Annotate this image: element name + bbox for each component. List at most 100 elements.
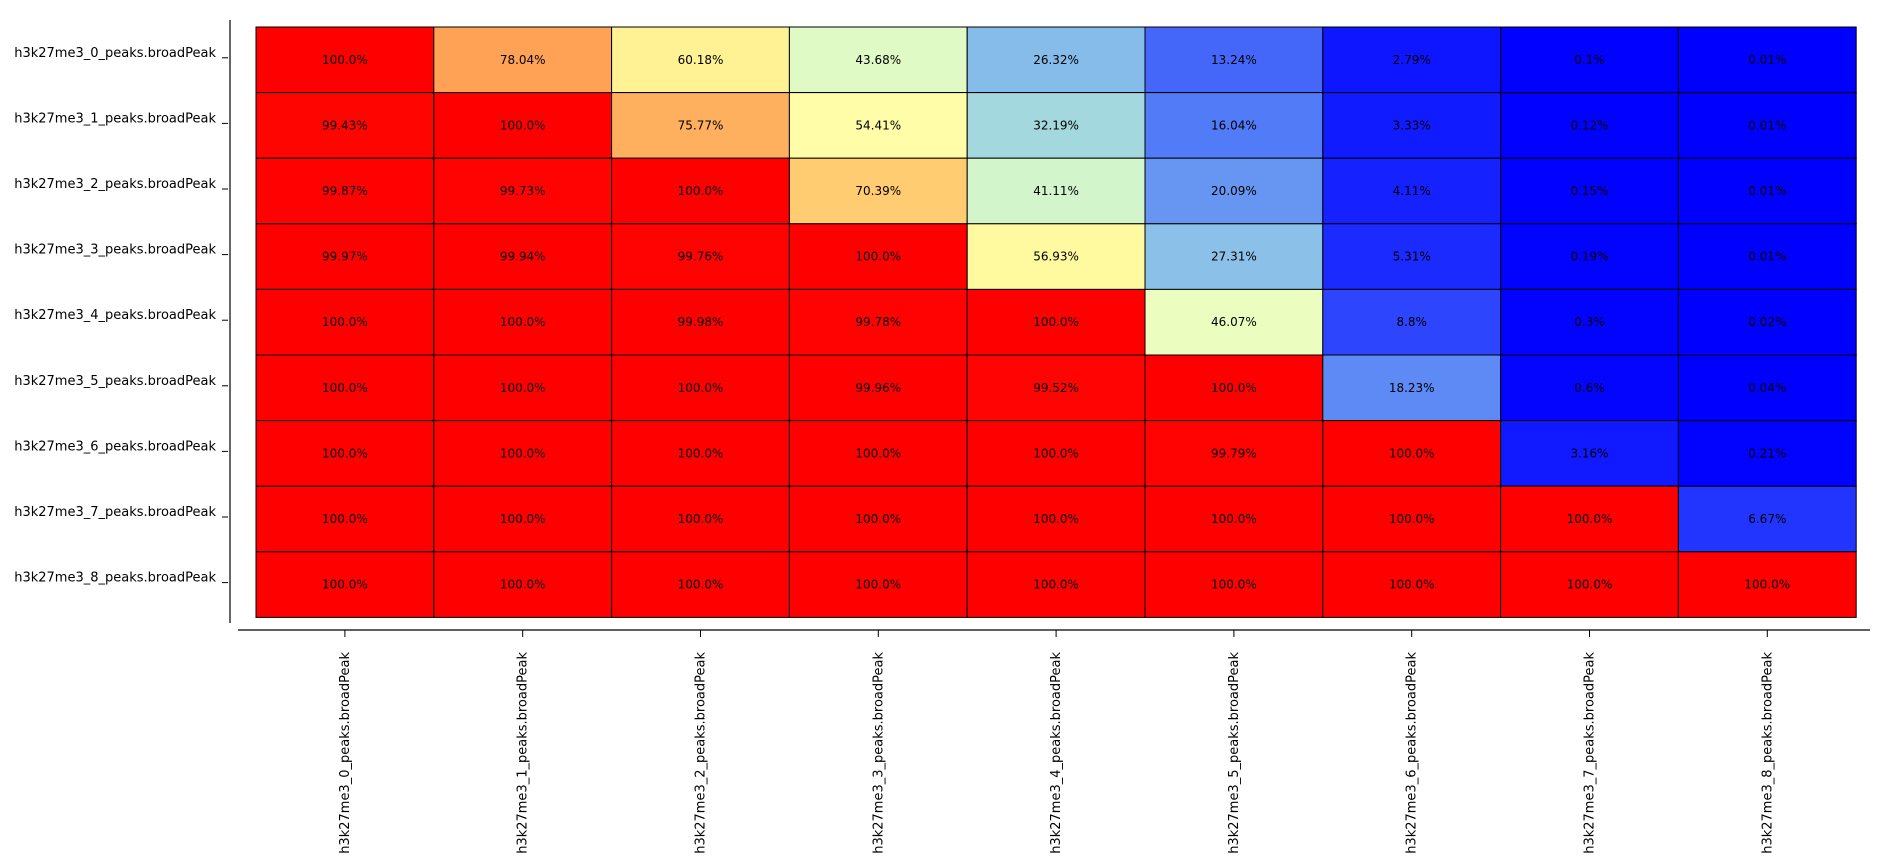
cell-value-label: 0.01% <box>1748 250 1786 264</box>
cell-value-label: 100.0% <box>322 315 368 329</box>
x-tick-label: h3k27me3_1_peaks.broadPeak <box>516 652 531 854</box>
cell-value-label: 46.07% <box>1211 315 1257 329</box>
heatmap-cell <box>1322 157 1502 225</box>
heatmap-cell <box>611 354 790 422</box>
cell-value-label: 100.0% <box>322 446 368 460</box>
cell-value-label: 100.0% <box>1033 578 1079 592</box>
heatmap-cell <box>1500 223 1679 290</box>
cell-value-label: 0.04% <box>1748 381 1786 395</box>
heatmap-cell <box>1500 26 1679 94</box>
cell-value-label: 99.76% <box>678 250 724 264</box>
cell-value-label: 54.41% <box>855 118 901 132</box>
heatmap-cell <box>611 157 790 225</box>
heatmap-cell <box>433 26 613 94</box>
x-tick-label: h3k27me3_6_peaks.broadPeak <box>1405 652 1420 854</box>
cell-value-label: 100.0% <box>1211 381 1257 395</box>
cell-value-label: 99.94% <box>500 250 546 264</box>
cell-value-label: 5.31% <box>1393 250 1431 264</box>
cell-value-label: 75.77% <box>678 118 724 132</box>
axes: h3k27me3_0_peaks.broadPeak h3k27me3_1_pea… <box>14 20 1870 854</box>
cell-value-label: 99.43% <box>322 118 368 132</box>
y-tick-label: h3k27me3_1_peaks.broadPeak <box>14 111 216 126</box>
heatmap-cell <box>788 354 968 422</box>
heatmap-cell <box>966 420 1146 487</box>
y-tick-label: h3k27me3_5_peaks.broadPeak <box>14 374 216 389</box>
cell-value-label: 100.0% <box>855 512 901 526</box>
cell-value-label: 100.0% <box>322 512 368 526</box>
heatmap-cell <box>1677 223 1857 290</box>
cell-value-label: 4.11% <box>1393 184 1431 198</box>
cell-value-label: 99.96% <box>855 381 901 395</box>
cell-value-label: 100.0% <box>855 578 901 592</box>
cell-value-label: 6.67% <box>1748 512 1786 526</box>
cell-value-label: 100.0% <box>855 250 901 264</box>
heatmap-cell <box>433 551 613 618</box>
cell-value-label: 99.97% <box>322 250 368 264</box>
cell-value-label: 60.18% <box>678 53 724 67</box>
cell-value-label: 100.0% <box>500 118 546 132</box>
heatmap-cell <box>788 551 968 618</box>
heatmap-cell <box>788 26 968 94</box>
cell-value-label: 100.0% <box>678 578 724 592</box>
cell-value-label: 100.0% <box>500 578 546 592</box>
heatmap-cell <box>1144 551 1324 618</box>
cell-value-label: 100.0% <box>500 315 546 329</box>
cell-value-label: 100.0% <box>1567 578 1613 592</box>
heatmap-cell <box>788 485 968 553</box>
cell-value-label: 99.73% <box>500 184 546 198</box>
y-tick-label: h3k27me3_0_peaks.broadPeak <box>14 46 216 61</box>
heatmap-cell <box>1677 551 1857 618</box>
cell-value-label: 99.78% <box>855 315 901 329</box>
heatmap-cell <box>255 92 435 159</box>
x-tick-label: h3k27me3_4_peaks.broadPeak <box>1049 652 1064 854</box>
heatmap-cell <box>1322 92 1502 159</box>
heatmap-cell <box>611 551 790 618</box>
heatmap-cell <box>611 26 790 94</box>
heatmap-cell <box>255 288 435 356</box>
cell-value-label: 56.93% <box>1033 250 1079 264</box>
heatmap-cell <box>611 485 790 553</box>
heatmap-cell <box>433 223 613 290</box>
heatmap-cell <box>966 26 1146 94</box>
heatmap-cell <box>1322 551 1502 618</box>
cell-value-label: 0.15% <box>1570 184 1608 198</box>
heatmap-cell <box>255 223 435 290</box>
heatmap-cell <box>788 288 968 356</box>
cell-value-label: 78.04% <box>500 53 546 67</box>
y-tick-label: h3k27me3_6_peaks.broadPeak <box>14 439 216 454</box>
heatmap-cell <box>788 92 968 159</box>
cell-value-label: 3.16% <box>1570 446 1608 460</box>
heatmap-cell <box>1322 420 1502 487</box>
heatmap-cell <box>611 92 790 159</box>
cell-value-label: 0.01% <box>1748 53 1786 67</box>
y-tick-label: h3k27me3_3_peaks.broadPeak <box>14 243 216 258</box>
heatmap-cell <box>255 26 435 94</box>
cell-value-label: 0.01% <box>1748 184 1786 198</box>
heatmap-cell <box>255 551 435 618</box>
cell-value-label: 100.0% <box>500 446 546 460</box>
cell-value-label: 20.09% <box>1211 184 1257 198</box>
heatmap-cell <box>1677 354 1857 422</box>
heatmap-cell <box>611 288 790 356</box>
heatmap-cell <box>433 420 613 487</box>
cell-value-label: 2.79% <box>1393 53 1431 67</box>
heatmap-cell <box>1144 354 1324 422</box>
cell-value-label: 100.0% <box>322 53 368 67</box>
x-tick-label: h3k27me3_0_peaks.broadPeak <box>338 652 353 854</box>
cell-value-label: 0.19% <box>1570 250 1608 264</box>
heatmap-cell <box>966 485 1146 553</box>
cell-value-label: 100.0% <box>678 184 724 198</box>
cell-value-label: 100.0% <box>1211 578 1257 592</box>
cell-value-label: 100.0% <box>1567 512 1613 526</box>
cell-value-label: 100.0% <box>1389 578 1435 592</box>
cell-value-label: 0.01% <box>1748 118 1786 132</box>
cell-value-label: 0.21% <box>1748 446 1786 460</box>
cell-value-label: 0.6% <box>1574 381 1605 395</box>
cell-value-label: 100.0% <box>678 512 724 526</box>
cell-value-label: 99.52% <box>1033 381 1079 395</box>
x-tick-label: h3k27me3_7_peaks.broadPeak <box>1583 652 1598 854</box>
heatmap-cell <box>255 157 435 225</box>
cell-value-label: 100.0% <box>1389 446 1435 460</box>
heatmap-cell <box>1322 288 1502 356</box>
